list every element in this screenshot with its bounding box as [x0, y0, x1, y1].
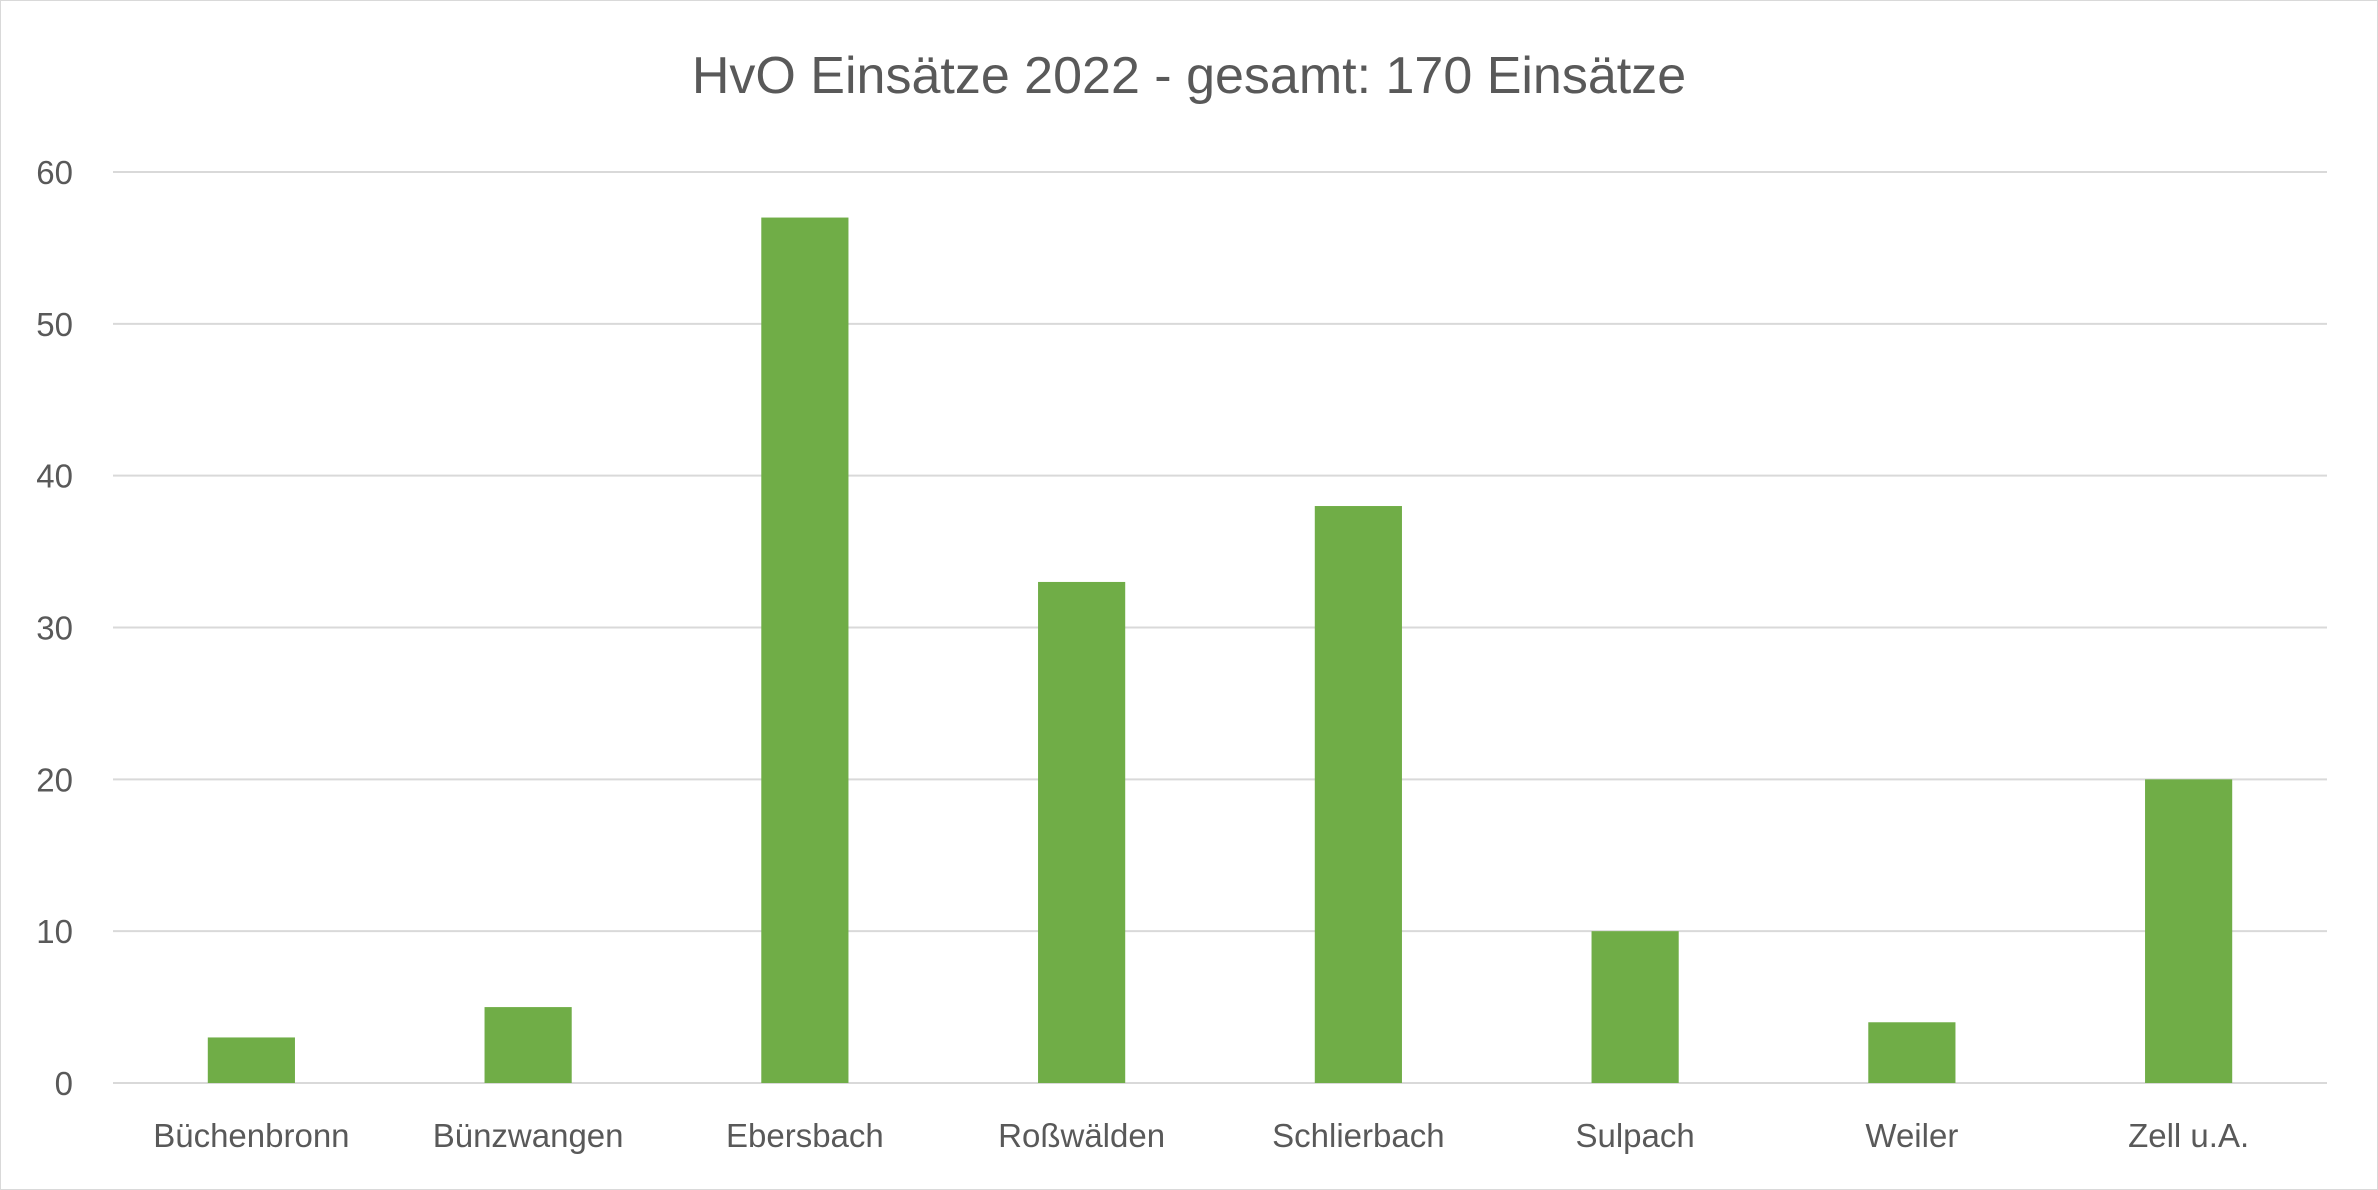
y-tick-label: 30	[36, 610, 73, 647]
bars	[207, 217, 2233, 1084]
y-tick-label: 40	[36, 458, 73, 495]
gridlines	[113, 171, 2327, 1084]
x-tick-label: Büchenbronn	[153, 1117, 349, 1154]
bar	[2145, 779, 2233, 1083]
y-tick-label: 60	[36, 154, 73, 191]
x-tick-label: Ebersbach	[726, 1117, 884, 1154]
y-tick-label: 10	[36, 913, 73, 950]
y-axis-ticks: 0 10 20 30 40 50 60	[36, 154, 73, 1102]
x-tick-label: Weiler	[1865, 1117, 1958, 1154]
bar	[1868, 1022, 1956, 1083]
bar	[1038, 581, 1126, 1083]
bar	[484, 1007, 572, 1083]
y-tick-label: 0	[55, 1065, 73, 1102]
bar	[761, 217, 849, 1084]
x-tick-label: Zell u.A.	[2128, 1117, 2249, 1154]
y-tick-label: 20	[36, 761, 73, 798]
x-tick-label: Roßwälden	[998, 1117, 1165, 1154]
x-tick-label: Bünzwangen	[433, 1117, 624, 1154]
bar	[1591, 931, 1679, 1083]
x-axis-ticks: Büchenbronn Bünzwangen Ebersbach Roßwälden S…	[153, 1117, 2249, 1154]
bar	[1314, 506, 1402, 1083]
x-tick-label: Sulpach	[1575, 1117, 1694, 1154]
x-tick-label: Schlierbach	[1272, 1117, 1444, 1154]
bar	[207, 1037, 295, 1083]
chart-title: HvO Einsätze 2022 - gesamt: 170 Einsätze	[692, 47, 1686, 105]
y-tick-label: 50	[36, 306, 73, 343]
